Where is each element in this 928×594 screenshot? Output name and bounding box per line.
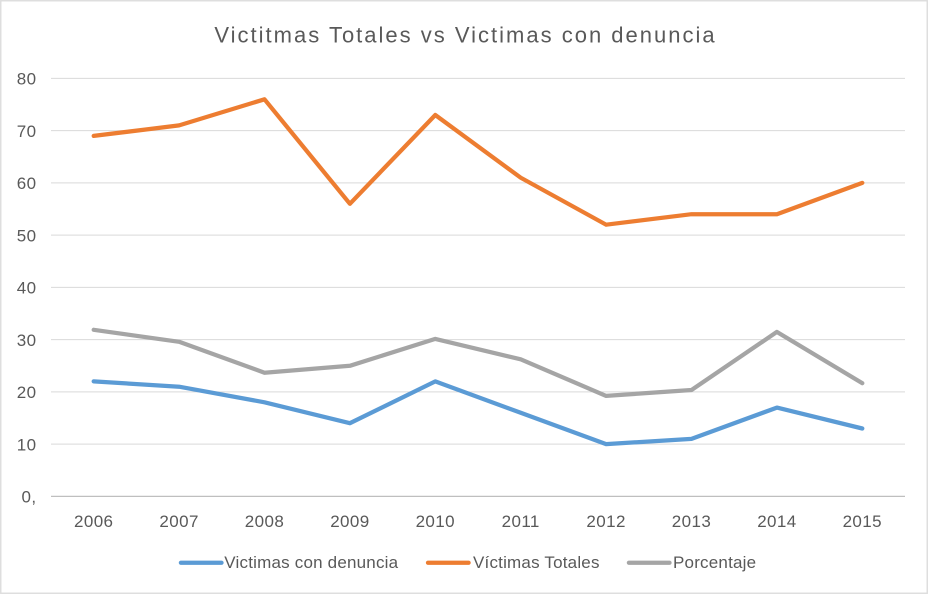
svg-text:2006: 2006 xyxy=(74,512,113,531)
svg-text:2007: 2007 xyxy=(159,512,198,531)
svg-text:2008: 2008 xyxy=(245,512,284,531)
svg-text:Victitmas Totales vs Victimas: Victitmas Totales vs Victimas con denunc… xyxy=(214,22,716,47)
svg-text:2014: 2014 xyxy=(757,512,796,531)
svg-text:40: 40 xyxy=(17,279,37,298)
svg-text:20: 20 xyxy=(17,383,37,402)
svg-text:10: 10 xyxy=(17,435,37,454)
svg-text:2011: 2011 xyxy=(502,512,540,531)
svg-text:50: 50 xyxy=(17,226,37,245)
svg-text:2009: 2009 xyxy=(330,512,369,531)
svg-text:2010: 2010 xyxy=(416,512,455,531)
svg-text:80: 80 xyxy=(17,70,37,89)
svg-text:0,: 0, xyxy=(22,488,37,507)
svg-text:60: 60 xyxy=(17,174,37,193)
svg-text:Víctimas Totales: Víctimas Totales xyxy=(473,553,600,572)
svg-text:2015: 2015 xyxy=(843,512,882,531)
svg-text:2012: 2012 xyxy=(586,512,625,531)
svg-text:30: 30 xyxy=(17,331,37,350)
svg-text:Victimas con denuncia: Victimas con denuncia xyxy=(224,553,398,572)
svg-text:2013: 2013 xyxy=(672,512,711,531)
svg-text:70: 70 xyxy=(17,122,37,141)
svg-text:Porcentaje: Porcentaje xyxy=(673,553,756,572)
